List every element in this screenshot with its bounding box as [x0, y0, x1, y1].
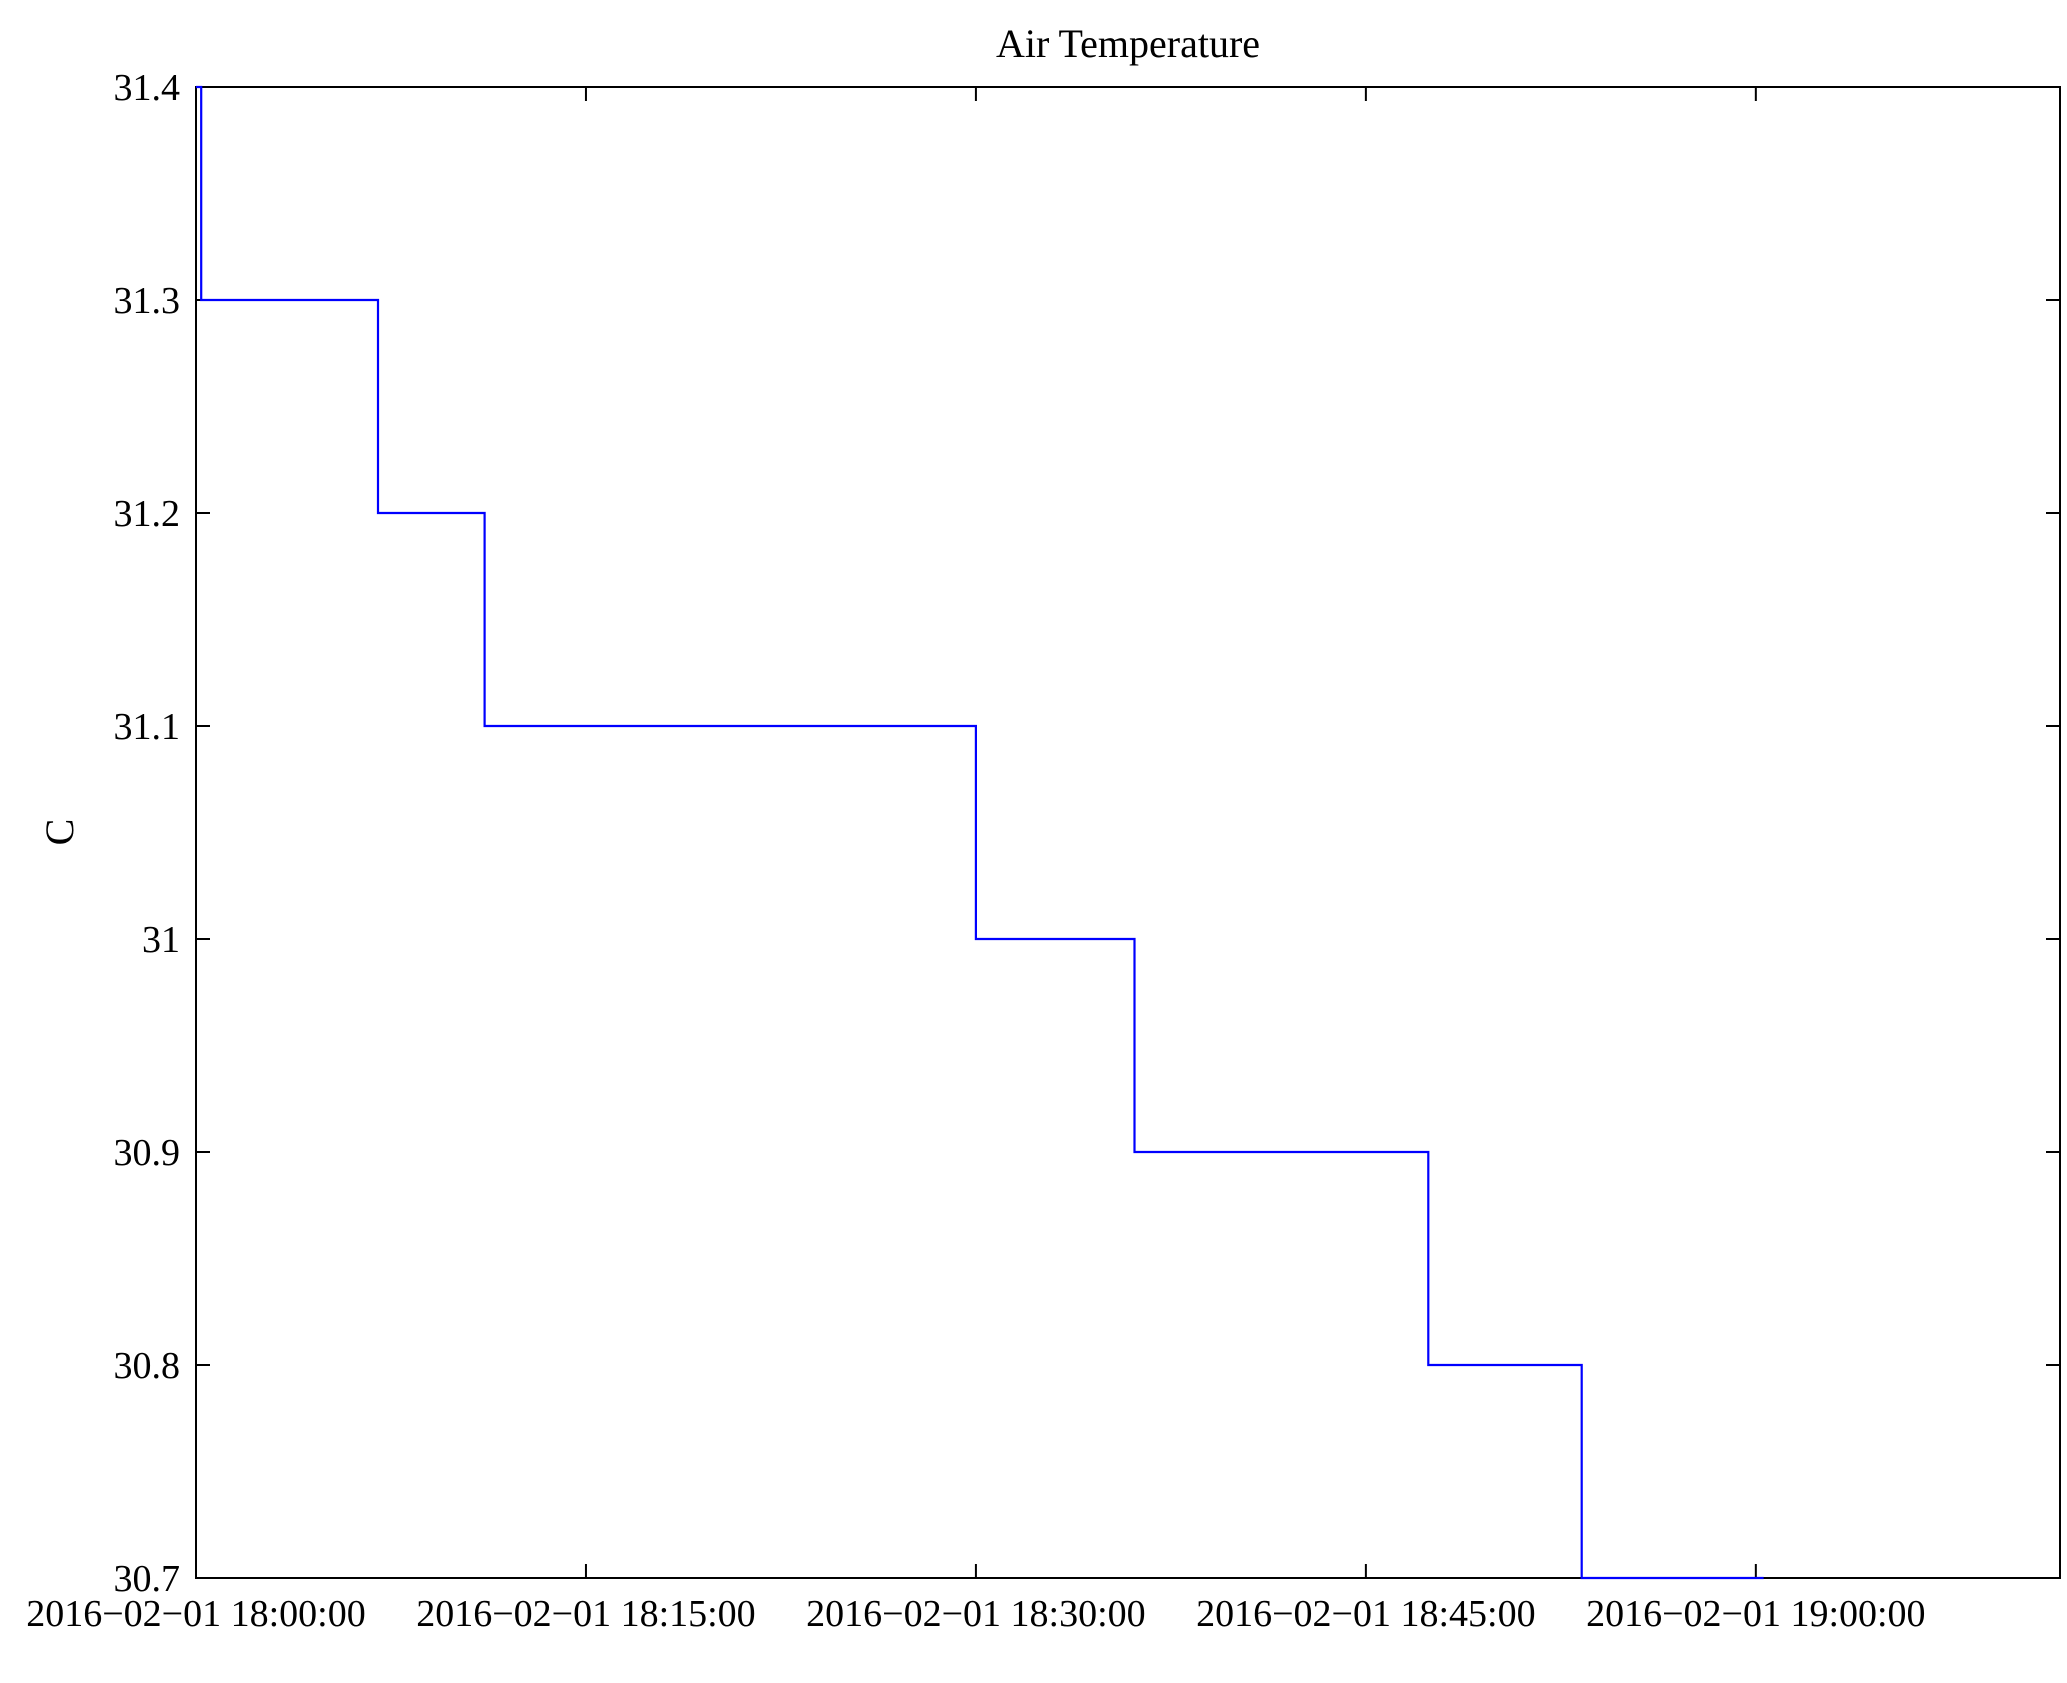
- plot-border: [195, 86, 2061, 1579]
- y-tick-label: 31.1: [114, 706, 181, 748]
- x-tick-label: 2016−02−01 18:45:00: [1196, 1593, 1535, 1635]
- chart-title: Air Temperature: [995, 21, 1261, 66]
- y-tick-label: 31.3: [114, 280, 181, 322]
- temperature-line: [196, 85, 1764, 1580]
- x-tick-label: 2016−02−01 18:30:00: [806, 1593, 1145, 1635]
- y-tick-label: 31: [142, 919, 180, 961]
- y-tick-label: 31.2: [114, 493, 181, 535]
- x-tick-label: 2016−02−01 19:00:00: [1586, 1593, 1925, 1635]
- y-tick-label: 30.7: [114, 1558, 181, 1600]
- y-tick-label: 31.4: [114, 67, 181, 109]
- x-tick-label: 2016−02−01 18:15:00: [416, 1593, 755, 1635]
- x-tick-label: 2016−02−01 18:00:00: [26, 1593, 365, 1635]
- y-tick-label: 30.9: [114, 1132, 181, 1174]
- y-tick-label: 30.8: [114, 1345, 181, 1387]
